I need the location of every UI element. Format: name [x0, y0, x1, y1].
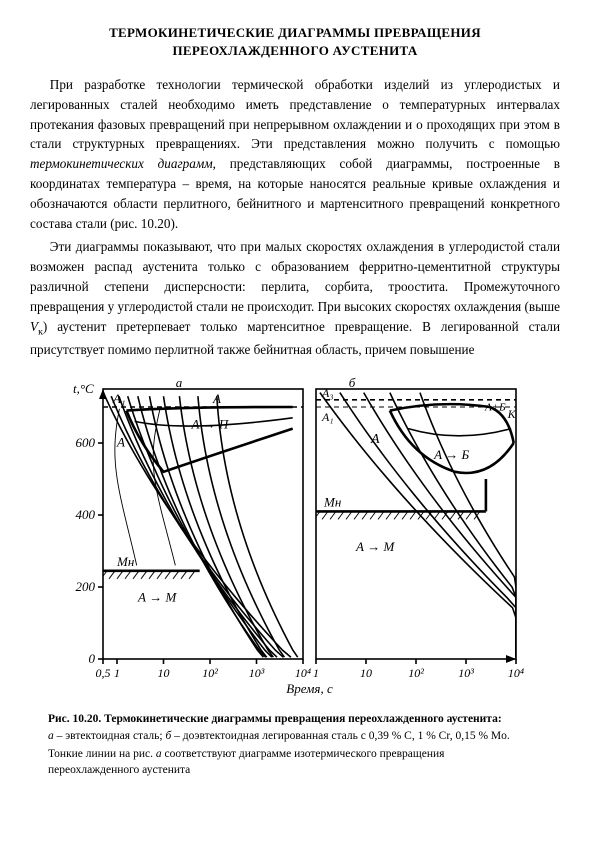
paragraph-2: Эти диаграммы показывают, что при малых … [30, 237, 560, 359]
title-line-2: ПЕРЕОХЛАЖДЕННОГО АУСТЕНИТА [172, 43, 417, 58]
svg-text:1: 1 [313, 666, 319, 680]
svg-text:10³: 10³ [458, 666, 474, 680]
svg-text:0: 0 [89, 651, 96, 666]
svg-text:К: К [507, 407, 517, 421]
svg-text:t,°C: t,°C [73, 381, 94, 396]
caption-head: Рис. 10.20. Термокинетические диаграммы … [48, 712, 538, 728]
caption-b-text: – доэвтектоидная легированная сталь с 0,… [171, 730, 509, 742]
para1-italic: термокинетических диаграмм [30, 156, 213, 171]
svg-text:10²: 10² [408, 666, 424, 680]
svg-text:б: б [349, 375, 356, 390]
caption-l2-a: Тонкие линии на рис. [48, 748, 156, 760]
para2-part-b: ) аустенит претерпевает только мартенсит… [30, 319, 560, 358]
title-line-1: ТЕРМОКИНЕТИЧЕСКИЕ ДИАГРАММЫ ПРЕВРАЩЕНИЯ [109, 25, 481, 40]
svg-text:10: 10 [157, 666, 169, 680]
svg-text:Мн: Мн [116, 554, 134, 569]
svg-text:А → М: А → М [355, 539, 395, 554]
page-title: ТЕРМОКИНЕТИЧЕСКИЕ ДИАГРАММЫ ПРЕВРАЩЕНИЯ … [30, 24, 560, 59]
svg-text:А → П: А → П [190, 417, 229, 432]
svg-text:а: а [176, 375, 183, 390]
para2-V: V [30, 319, 38, 334]
svg-text:200: 200 [76, 579, 96, 594]
para2-part-a: Эти диаграммы показывают, что при малых … [30, 239, 560, 313]
svg-text:A₁: A₁ [321, 410, 334, 424]
svg-text:10³: 10³ [249, 666, 265, 680]
figure-caption: Рис. 10.20. Термокинетические диаграммы … [48, 712, 538, 778]
paragraph-1: При разработке технологии термической об… [30, 75, 560, 233]
svg-text:А → Б: А → Б [433, 447, 469, 462]
caption-line-2: Тонкие линии на рис. а соответствуют диа… [48, 747, 538, 778]
svg-text:Время, с: Время, с [286, 681, 333, 696]
figure-10-20: 0200400600t,°C0,511010²10³10⁴11010²10³10… [48, 374, 538, 778]
thermokinetic-diagram-svg: 0200400600t,°C0,511010²10³10⁴11010²10³10… [48, 374, 538, 704]
para1-part-a: При разработке технологии термической об… [30, 77, 560, 151]
svg-text:0,5: 0,5 [96, 666, 111, 680]
svg-text:1: 1 [114, 666, 120, 680]
caption-a-text: – эвтектоидная сталь; [54, 730, 166, 742]
svg-text:10: 10 [360, 666, 372, 680]
svg-text:600: 600 [76, 435, 96, 450]
svg-text:10⁴: 10⁴ [295, 666, 311, 680]
svg-text:10⁴: 10⁴ [508, 666, 524, 680]
svg-text:Мн: Мн [323, 494, 341, 509]
svg-text:10²: 10² [202, 666, 218, 680]
svg-text:400: 400 [76, 507, 96, 522]
svg-text:А+Б: А+Б [484, 402, 506, 414]
svg-text:А: А [116, 435, 125, 450]
caption-line-1: а – эвтектоидная сталь; б – доэвтектоидн… [48, 729, 538, 745]
svg-text:А → М: А → М [137, 589, 177, 604]
